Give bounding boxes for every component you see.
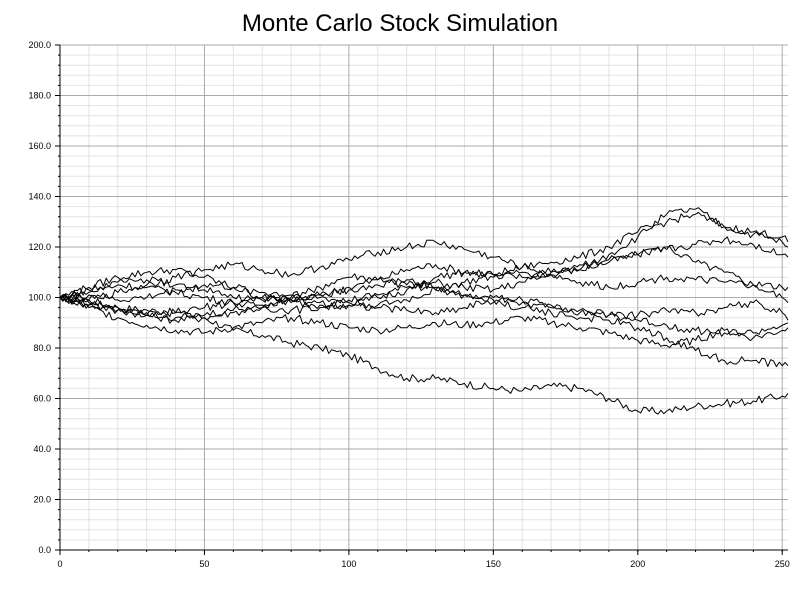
- x-tick-label: 0: [57, 559, 62, 569]
- y-tick-label: 140.0: [28, 192, 51, 202]
- series-line-8: [59, 278, 789, 368]
- y-tick-label: 120.0: [28, 242, 51, 252]
- x-tick-label: 250: [775, 559, 790, 569]
- series-line-10: [59, 273, 789, 321]
- chart-title: Monte Carlo Stock Simulation: [241, 10, 559, 37]
- y-tick-label: 20.0: [33, 495, 51, 505]
- series-line-9: [59, 295, 789, 348]
- x-tick-label: 100: [341, 559, 356, 569]
- series-line-5: [59, 236, 789, 303]
- series-line-2: [59, 246, 789, 324]
- x-tick-label: 50: [199, 559, 209, 569]
- x-tick-label: 200: [630, 559, 645, 569]
- x-tick-label: 150: [486, 559, 501, 569]
- series-layer: [59, 207, 789, 415]
- series-line-4: [59, 207, 789, 315]
- y-tick-label: 100.0: [28, 293, 51, 303]
- series-line-6: [59, 269, 789, 309]
- y-tick-label: 200.0: [28, 40, 51, 50]
- y-tick-label: 180.0: [28, 91, 51, 101]
- series-line-7: [59, 293, 789, 337]
- ticks-layer: 0.0 20.0 40.0 60.0 80.0 100.0 120.0 140.0 160.0 1…: [28, 40, 789, 569]
- y-tick-label: 0.0: [38, 545, 51, 555]
- y-tick-label: 80.0: [33, 343, 51, 353]
- axes-layer: [55, 44, 788, 555]
- y-tick-label: 60.0: [33, 394, 51, 404]
- y-tick-label: 40.0: [33, 444, 51, 454]
- y-tick-label: 160.0: [28, 141, 51, 151]
